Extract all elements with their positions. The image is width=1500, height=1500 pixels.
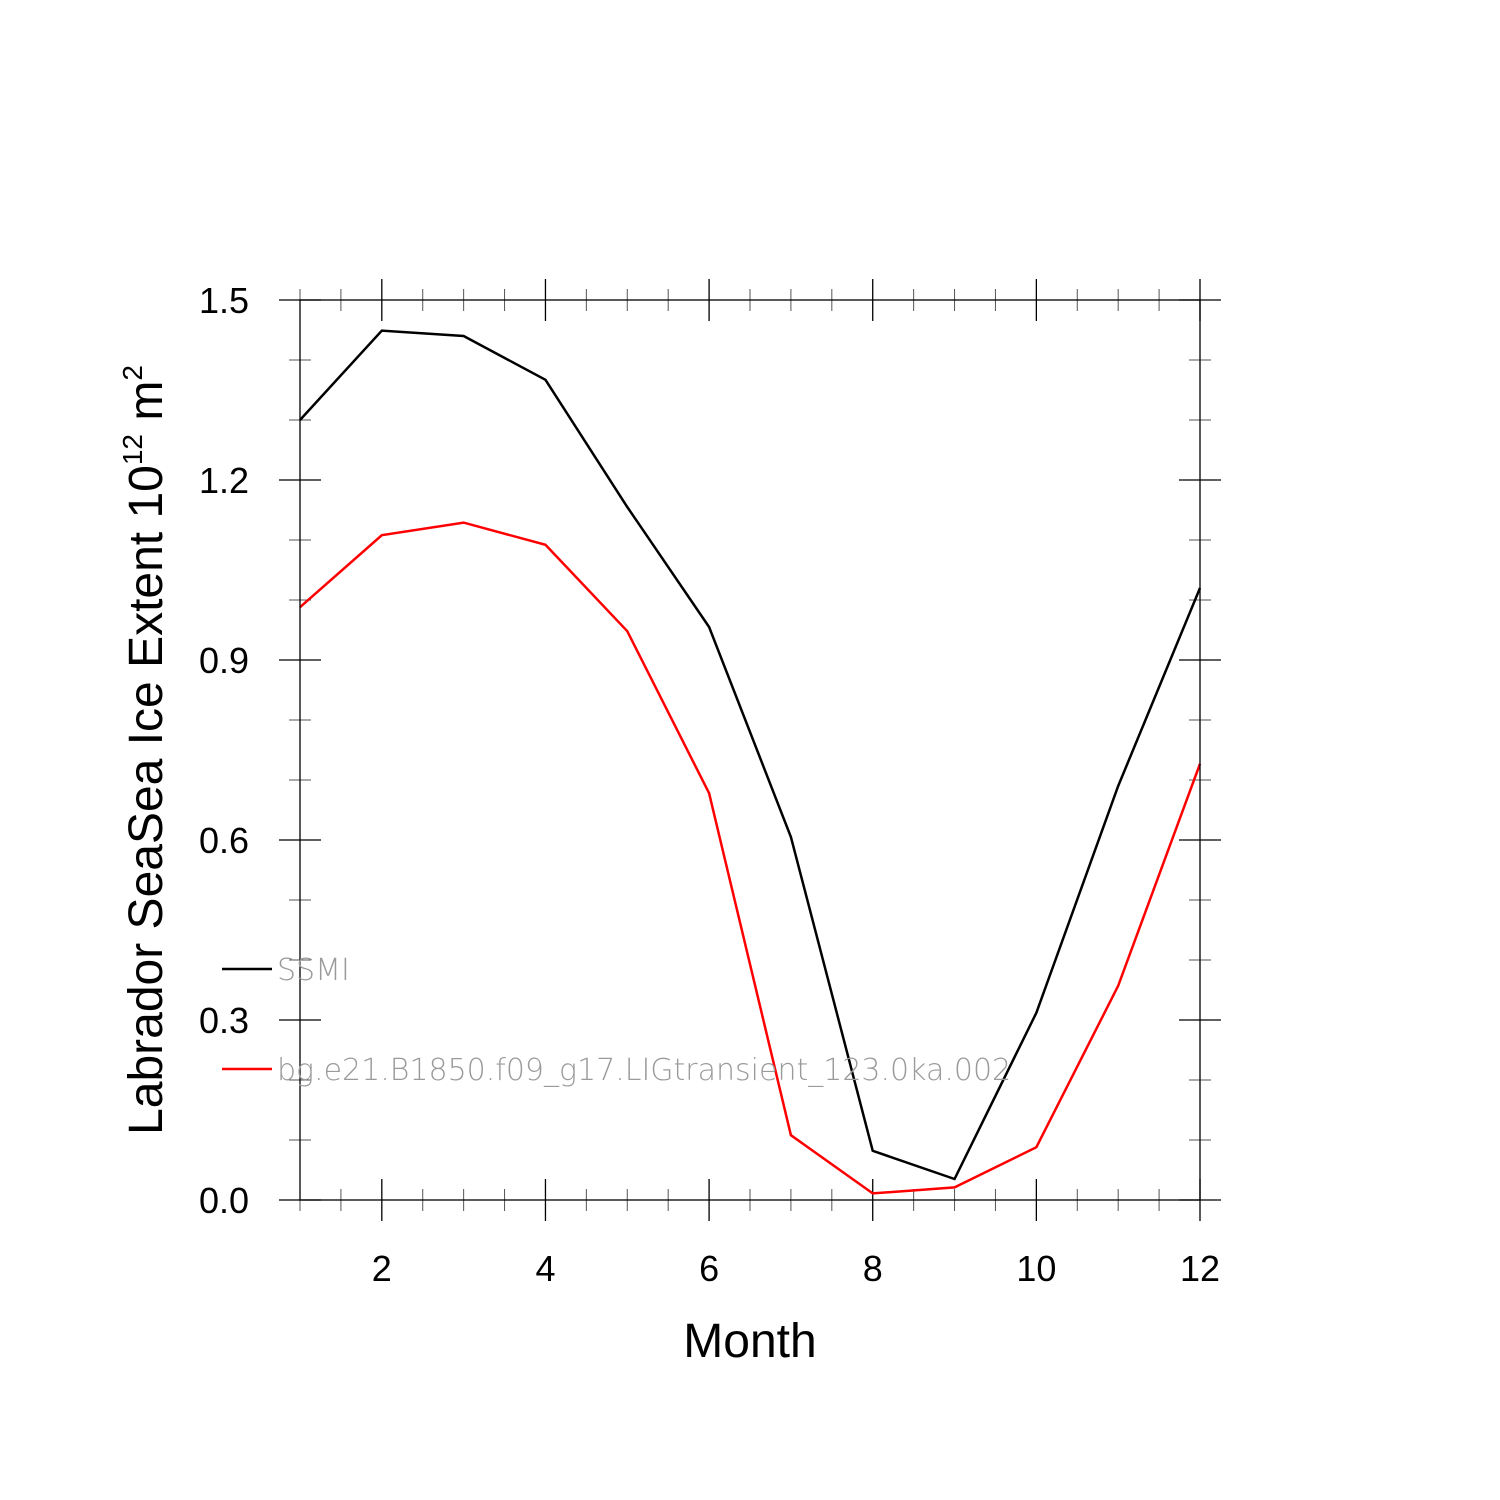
y-tick-label: 0.9 (199, 640, 249, 681)
x-tick-label: 10 (1016, 1248, 1056, 1289)
y-axis-title: Labrador SeaSea Ice Extent 1012 m2 (117, 365, 173, 1135)
tick-labels: 2 4 6 8 10 12 0.0 0.3 0.6 0.9 1.2 1.5 (199, 280, 1220, 1289)
plot-frame (299, 299, 1201, 1201)
legend: SSMI bg.e21.B1850.f09_g17.LIGtransient_1… (222, 953, 1011, 1088)
x-tick-label: 4 (535, 1248, 555, 1289)
series-lines (299, 329, 1202, 1195)
x-axis-title: Month (683, 1315, 816, 1368)
x-tick-label: 12 (1180, 1248, 1220, 1289)
x-tick-label: 6 (699, 1248, 719, 1289)
x-tick-label: 2 (372, 1248, 392, 1289)
legend-label-ligtransient: bg.e21.B1850.f09_g17.LIGtransient_123.0k… (277, 1053, 1011, 1088)
series-line-ssmi (299, 329, 1202, 1181)
legend-label-ssmi: SSMI (277, 953, 350, 988)
y-tick-label: 0.6 (199, 820, 249, 861)
y-axis-title-unit: m (120, 381, 173, 434)
y-axis-title-unit-exponent: 2 (117, 365, 148, 381)
x-tick-label: 8 (863, 1248, 883, 1289)
y-tick-label: 1.2 (199, 460, 249, 501)
series-line-ligtransient (299, 521, 1202, 1195)
y-tick-label: 1.5 (199, 280, 249, 321)
y-tick-label: 0.3 (199, 1000, 249, 1041)
minor-ticks (289, 289, 1211, 1211)
y-axis-title-main: Labrador SeaSea Ice Extent 10 (120, 465, 173, 1135)
y-axis-title-exponent: 12 (117, 434, 148, 465)
y-tick-label: 0.0 (199, 1180, 249, 1221)
